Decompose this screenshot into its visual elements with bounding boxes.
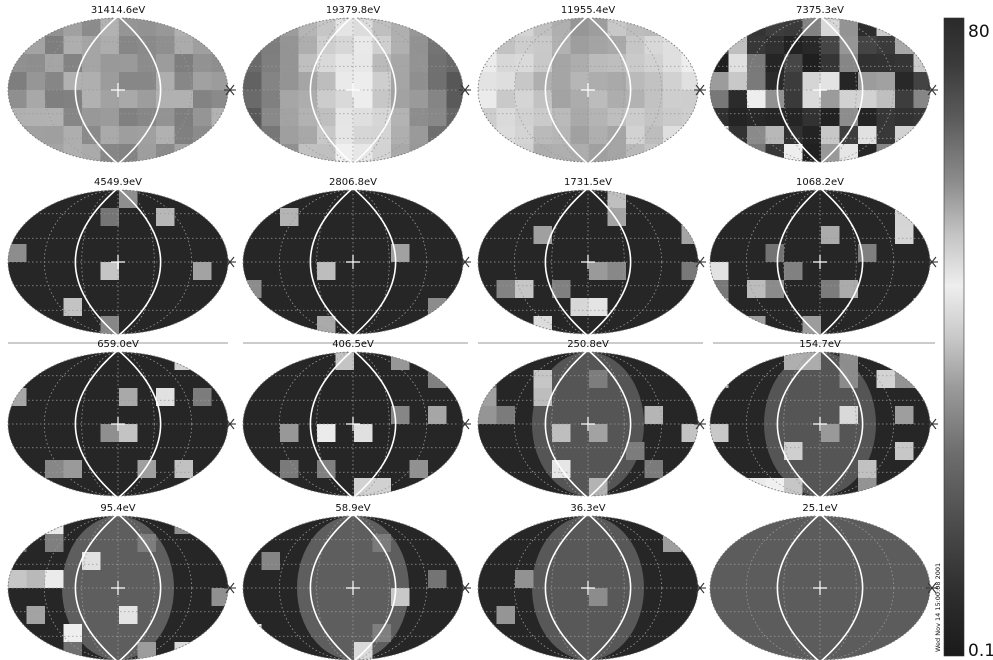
asterisk-marker (224, 84, 236, 96)
panel-energy-label: 1068.2eV (796, 177, 844, 188)
center-cross-marker (813, 255, 827, 269)
asterisk-marker (926, 418, 938, 430)
sky-map-panel: 659.0eV (7, 339, 236, 500)
panel-energy-label: 31414.6eV (91, 5, 146, 16)
field-of-view-outline (309, 14, 397, 166)
panel-energy-label: 95.4eV (100, 503, 135, 514)
field-of-view-outline (544, 186, 632, 338)
center-cross-marker (581, 83, 595, 97)
field-of-view-outline (776, 14, 864, 166)
sky-map-panel: 11955.4eV (477, 5, 706, 166)
center-cross-marker (813, 417, 827, 431)
asterisk-marker (694, 256, 706, 268)
colorbar-gradient (943, 17, 965, 657)
panel-energy-label: 250.8eV (567, 339, 609, 350)
colorbar: 80 0.1 Wed Nov 14 15:00:08 2001 (934, 17, 993, 660)
field-of-view-outline (544, 512, 632, 660)
center-cross-marker (111, 83, 125, 97)
asterisk-marker (224, 582, 236, 594)
sky-map-grid: 31414.6eV 19379.8eV 11955.4eV 7375.3eV 4549.… (7, 5, 938, 660)
field-of-view-outline (74, 14, 162, 166)
center-cross-marker (581, 255, 595, 269)
panel-energy-label: 1731.5eV (564, 177, 612, 188)
field-of-view-outline (74, 512, 162, 660)
graticule (8, 516, 228, 660)
panel-energy-label: 7375.3eV (796, 5, 844, 16)
asterisk-marker (926, 582, 938, 594)
asterisk-marker (926, 256, 938, 268)
center-cross-marker (111, 581, 125, 595)
center-cross-marker (581, 417, 595, 431)
field-of-view-outline (309, 348, 397, 500)
center-cross-marker (346, 581, 360, 595)
asterisk-marker (224, 256, 236, 268)
sky-map-panel: 95.4eV (7, 503, 236, 660)
panel-energy-label: 58.9eV (335, 503, 370, 514)
field-of-view-outline (776, 512, 864, 660)
sky-map-panel: 4549.9eV (7, 177, 236, 338)
panel-energy-label: 154.7eV (799, 339, 841, 350)
asterisk-marker (459, 418, 471, 430)
field-of-view-outline (74, 186, 162, 338)
panel-energy-label: 25.1eV (802, 503, 837, 514)
field-of-view-outline (776, 186, 864, 338)
center-cross-marker (581, 581, 595, 595)
graticule (478, 516, 698, 660)
field-of-view-outline (309, 512, 397, 660)
center-cross-marker (111, 417, 125, 431)
field-of-view-outline (776, 348, 864, 500)
center-cross-marker (813, 581, 827, 595)
sky-map-panel: 36.3eV (477, 503, 706, 660)
graticule (710, 18, 930, 162)
sky-map-panel: 154.7eV (709, 339, 938, 500)
field-of-view-outline (544, 348, 632, 500)
sky-map-panel: 25.1eV (709, 503, 938, 660)
asterisk-marker (694, 418, 706, 430)
panel-energy-label: 11955.4eV (561, 5, 616, 16)
asterisk-marker (694, 84, 706, 96)
asterisk-marker (459, 582, 471, 594)
center-cross-marker (346, 255, 360, 269)
field-of-view-outline (309, 186, 397, 338)
asterisk-marker (459, 256, 471, 268)
field-of-view-outline (74, 348, 162, 500)
center-cross-marker (346, 83, 360, 97)
panel-energy-label: 2806.8eV (329, 177, 377, 188)
asterisk-marker (459, 84, 471, 96)
asterisk-marker (926, 84, 938, 96)
panel-energy-label: 19379.8eV (326, 5, 381, 16)
map-cells (478, 18, 698, 162)
asterisk-marker (224, 418, 236, 430)
graticule (243, 352, 463, 496)
graticule (710, 190, 930, 334)
center-cross-marker (813, 83, 827, 97)
sky-map-panel: 406.5eV (242, 339, 471, 500)
field-of-view-outline (544, 14, 632, 166)
colorbar-min-label: 0.1 (968, 641, 993, 660)
panel-energy-label: 659.0eV (97, 339, 139, 350)
panel-energy-label: 406.5eV (332, 339, 374, 350)
panel-energy-label: 36.3eV (570, 503, 605, 514)
timestamp-label: Wed Nov 14 15:00:08 2001 (934, 563, 942, 652)
asterisk-marker (694, 582, 706, 594)
center-cross-marker (111, 255, 125, 269)
sky-map-panel: 1731.5eV (477, 177, 706, 338)
center-cross-marker (346, 417, 360, 431)
sky-map-panel: 58.9eV (242, 503, 471, 660)
panel-energy-label: 4549.9eV (94, 177, 142, 188)
colorbar-max-label: 80 (968, 22, 990, 42)
map-cells (280, 352, 463, 496)
